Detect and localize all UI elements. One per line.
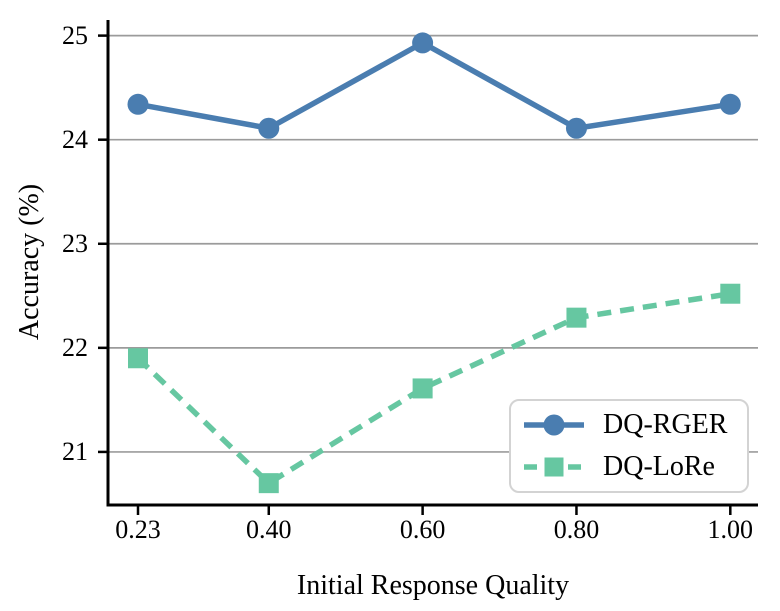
x-tick-label-0.23: 0.23 xyxy=(115,515,161,544)
y-tick-label-22: 22 xyxy=(62,332,88,362)
marker-dq-lore-0.60 xyxy=(412,378,433,399)
marker-dq-rger-0.40 xyxy=(258,117,280,139)
marker-dq-rger-0.23 xyxy=(127,93,149,115)
legend-item-dq-rger: DQ-RGER xyxy=(521,404,747,446)
marker-dq-rger-1.00 xyxy=(719,93,741,115)
x-tick-label-1.00: 1.00 xyxy=(707,515,754,544)
marker-dq-rger-0.60 xyxy=(412,32,434,54)
legend-label-dq-lore: DQ-LoRe xyxy=(603,451,715,482)
legend: DQ-RGER DQ-LoRe xyxy=(509,399,749,493)
dq-rger-solid-line-circle-swatch xyxy=(524,414,584,436)
x-tick-label-0.40: 0.40 xyxy=(246,515,292,544)
x-axis-label: Initial Response Quality xyxy=(296,570,570,601)
marker-dq-lore-1.00 xyxy=(720,283,741,304)
y-tick-label-23: 23 xyxy=(62,228,88,258)
series-line-dq-rger xyxy=(137,39,731,132)
marker-dq-lore-0.23 xyxy=(128,348,148,369)
x-tick-label-0.60: 0.60 xyxy=(399,515,446,544)
legend-item-dq-lore: DQ-LoRe xyxy=(521,446,747,488)
marker-dq-lore-0.80 xyxy=(566,307,587,328)
dq-lore-dashed-line-square-swatch xyxy=(524,457,584,477)
legend-label-dq-rger: DQ-RGER xyxy=(603,409,728,440)
marker-dq-lore-0.40 xyxy=(258,473,279,494)
marker-dq-rger-0.80 xyxy=(565,117,587,139)
series-line-dq-lore xyxy=(136,291,731,487)
y-axis-label: Accuracy (%) xyxy=(14,183,45,341)
y-tick-label-21: 21 xyxy=(62,436,88,466)
y-tick-label-24: 24 xyxy=(62,124,88,154)
x-tick-label-0.80: 0.80 xyxy=(553,515,600,544)
y-tick-label-25: 25 xyxy=(62,20,88,50)
